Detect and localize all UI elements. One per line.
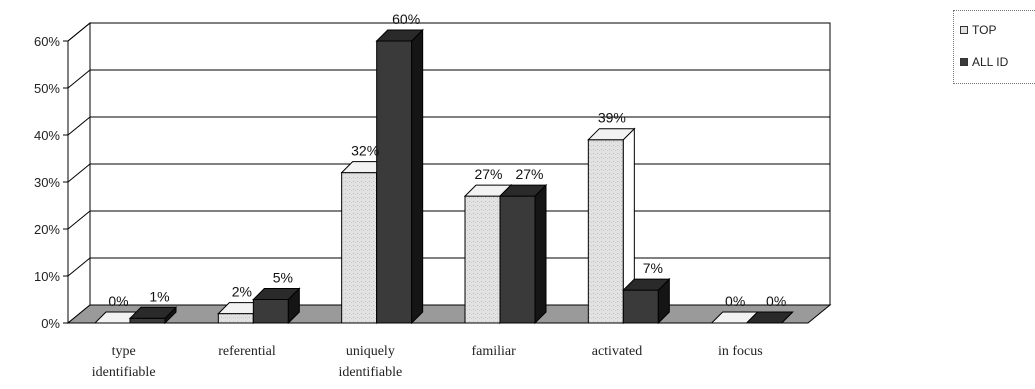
data-label-all-id: 60% <box>392 11 420 27</box>
category-label: type <box>112 344 136 359</box>
chart-walls <box>67 21 831 325</box>
data-label-all-id: 0% <box>766 293 786 309</box>
category-label: identifiable <box>338 365 402 380</box>
data-label-all-id: 5% <box>273 270 293 286</box>
legend-item-all-id: ALL ID <box>960 55 1008 69</box>
bar-front <box>129 317 166 324</box>
bar-front <box>252 299 289 324</box>
category-label: referential <box>218 344 276 359</box>
gridline <box>67 116 830 136</box>
bar-top <box>375 29 424 42</box>
bar-front <box>499 195 536 324</box>
y-axis-ticks: 0% 10% 20% 30% 40% 50% 60% <box>34 34 69 331</box>
y-tick-label: 30% <box>34 175 60 190</box>
legend-swatch-top <box>960 26 968 34</box>
data-label-top: 0% <box>725 293 745 309</box>
bars <box>93 28 794 325</box>
bar-side <box>534 183 547 325</box>
gridline <box>67 163 830 183</box>
bar-top <box>128 306 178 319</box>
data-label-top: 32% <box>351 143 379 159</box>
data-label-top: 2% <box>232 284 252 300</box>
gridline <box>67 69 830 89</box>
data-label-all-id: 27% <box>515 166 543 182</box>
y-tick-label: 50% <box>34 81 60 96</box>
data-label-all-id: 7% <box>643 260 663 276</box>
y-tick-label: 40% <box>34 128 60 143</box>
gridline <box>67 22 830 42</box>
category-labels: type identifiable referential uniquely ident… <box>92 344 763 380</box>
bar-front <box>622 289 659 324</box>
bar-all-id <box>252 287 301 325</box>
bar-all-id <box>375 28 424 325</box>
bar-top <box>622 278 671 291</box>
legend-item-top: TOP <box>960 23 996 37</box>
y-tick-label: 10% <box>34 269 60 284</box>
bar-front <box>341 172 378 324</box>
legend-label-all-id: ALL ID <box>972 55 1009 69</box>
data-labels: 0% 1% 2% 5% 32% 60% 27% 27% 39% 7% 0% 0% <box>108 11 786 309</box>
bar-all-id <box>128 306 178 325</box>
y-tick-label: 60% <box>34 34 60 49</box>
category-label: in focus <box>718 344 763 359</box>
bar-top <box>587 127 636 325</box>
bar-side <box>411 28 424 325</box>
bar-front <box>464 195 501 324</box>
data-label-top: 27% <box>474 166 502 182</box>
bar-all-id <box>498 183 548 325</box>
data-label-all-id: 1% <box>149 288 169 304</box>
bar-front <box>217 313 254 324</box>
bar-top <box>252 288 301 300</box>
bar-top <box>745 311 794 324</box>
gridline <box>67 210 830 230</box>
gridlines <box>67 22 830 277</box>
category-label: identifiable <box>92 365 156 380</box>
bar-front <box>376 40 413 324</box>
legend-label-top: TOP <box>972 23 997 37</box>
y-tick-label: 0% <box>41 316 60 331</box>
category-label: familiar <box>472 344 517 359</box>
y-tick-label: 20% <box>34 222 60 237</box>
bar-top <box>587 128 636 141</box>
legend-swatch-all-id <box>960 58 968 66</box>
legend: TOP ALL ID <box>953 10 1035 84</box>
data-label-top: 39% <box>598 110 626 126</box>
category-label: uniquely <box>346 344 395 359</box>
bar-front <box>587 139 624 324</box>
bar-all-id <box>622 277 671 325</box>
bar-all-id <box>745 311 794 324</box>
bar-top <box>498 184 548 197</box>
data-label-top: 0% <box>108 293 128 309</box>
category-label: activated <box>592 344 643 359</box>
gridline <box>67 257 830 277</box>
